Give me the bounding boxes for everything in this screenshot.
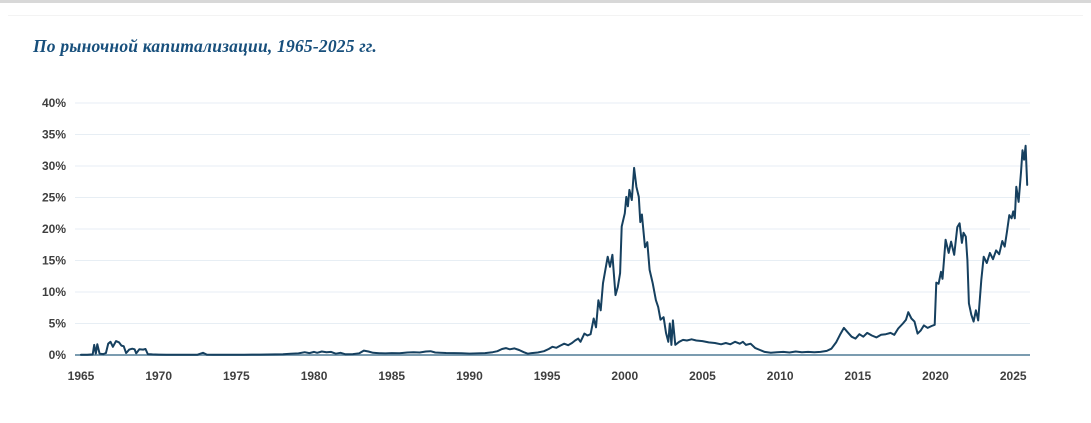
y-axis-tick-label: 35% — [42, 128, 66, 142]
x-axis-tick-label: 2010 — [767, 369, 794, 383]
x-axis-tick-label: 2025 — [1000, 369, 1027, 383]
y-axis-tick-label: 15% — [42, 254, 66, 268]
x-axis-tick-label: 1995 — [534, 369, 561, 383]
x-axis-tick-label: 2020 — [922, 369, 949, 383]
y-axis-tick-label: 20% — [42, 222, 66, 236]
x-axis-tick-label: 2005 — [689, 369, 716, 383]
header-divider — [8, 15, 1083, 16]
y-axis-tick-label: 30% — [42, 159, 66, 173]
y-axis-tick-label: 25% — [42, 191, 66, 205]
x-axis-tick-label: 1990 — [456, 369, 483, 383]
x-axis-tick-label: 1980 — [301, 369, 328, 383]
x-axis-tick-label: 1970 — [145, 369, 172, 383]
y-axis-tick-label: 40% — [42, 96, 66, 110]
x-axis-tick-label: 1975 — [223, 369, 250, 383]
y-axis-tick-label: 5% — [49, 317, 67, 331]
x-axis-tick-label: 1965 — [68, 369, 95, 383]
y-axis-tick-label: 0% — [49, 348, 67, 362]
y-axis-tick-label: 10% — [42, 285, 66, 299]
series-line — [80, 144, 1029, 356]
chart-title: По рыночной капитализации, 1965-2025 гг. — [33, 36, 377, 56]
x-axis-tick-label: 2015 — [844, 369, 871, 383]
x-axis-tick-label: 1985 — [378, 369, 405, 383]
x-axis-tick-label: 2000 — [611, 369, 638, 383]
top-border — [0, 0, 1091, 3]
